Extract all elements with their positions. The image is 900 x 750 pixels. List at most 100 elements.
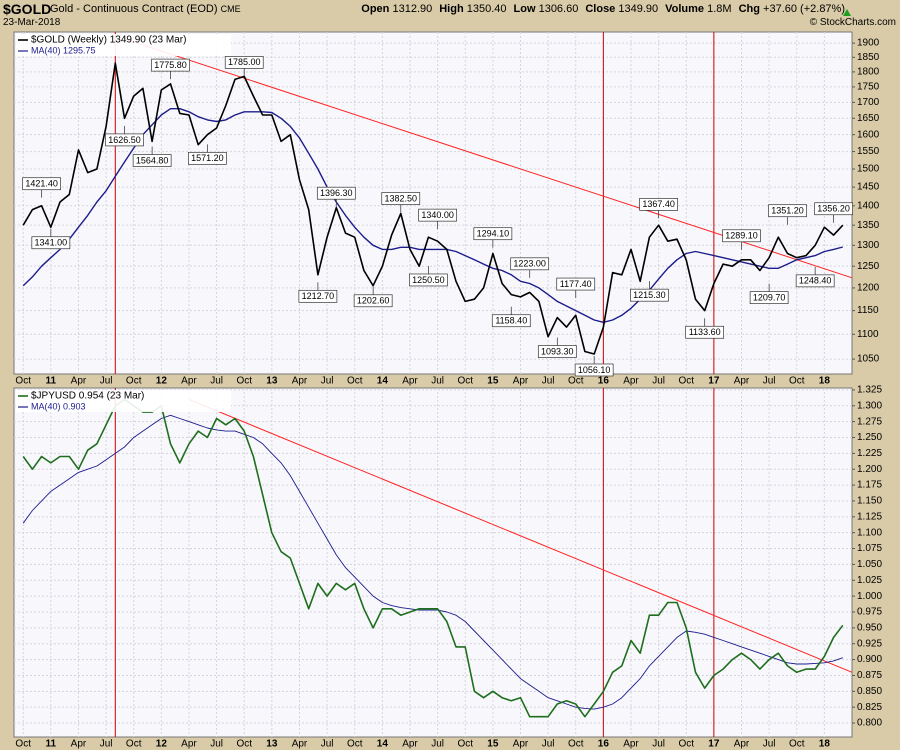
y-tick-label: 1800 (857, 67, 880, 78)
annotation-label: 1215.30 (633, 290, 666, 300)
annotation-box (188, 151, 227, 165)
y-tick-label: 1350 (857, 220, 880, 231)
x-tick-label: Apr (402, 376, 418, 387)
y-tick-label: 1.250 (857, 432, 882, 443)
legend-label: MA(40) 0.903 (31, 401, 86, 411)
x-tick-label: Oct (789, 739, 805, 750)
quote-label: High (439, 3, 464, 15)
annotation-label: 1571.20 (191, 153, 224, 163)
x-tick-label: Apr (513, 376, 529, 387)
x-tick-label: Oct (568, 739, 584, 750)
y-tick-label: 1.175 (857, 480, 882, 491)
x-tick-label: Oct (789, 376, 805, 387)
quote-field: Open 1312.90 (361, 3, 432, 15)
x-tick-label: Jul (431, 739, 444, 750)
annotation-label: 1421.40 (25, 179, 58, 189)
y-tick-label: 1.150 (857, 496, 882, 507)
y-tick-label: 1.300 (857, 400, 882, 411)
x-tick-label: Jul (431, 376, 444, 387)
y-tick-label: 0.950 (857, 622, 882, 633)
x-tick-label: Apr (513, 739, 529, 750)
trend-line (188, 398, 853, 673)
x-tick-label: Oct (347, 376, 363, 387)
y-tick-label: 1050 (857, 354, 880, 365)
x-tick-label: Oct (126, 376, 142, 387)
annotation-label: 1351.20 (771, 206, 804, 216)
x-tick-label: Apr (181, 376, 197, 387)
annotation-box (473, 227, 513, 241)
x-tick-label: Jul (652, 376, 665, 387)
x-tick-label: 12 (156, 739, 168, 750)
header: $GOLD Gold - Continuous Contract (EOD) C… (0, 0, 900, 30)
x-tick-label: Oct (678, 739, 694, 750)
x-tick-label: Jul (542, 376, 555, 387)
quote-field: Low 1306.60 (514, 3, 579, 15)
annotation-box (409, 273, 448, 287)
annotation-box (814, 202, 853, 216)
annotation-label: 1341.00 (35, 238, 68, 248)
symbol: $GOLD (3, 1, 52, 17)
annotation-label: 1564.80 (136, 155, 169, 165)
y-tick-label: 1850 (857, 52, 880, 63)
y-tick-label: 0.825 (857, 702, 882, 713)
annotation-label: 1626.50 (108, 135, 141, 145)
y-tick-label: 0.850 (857, 686, 882, 697)
annotation-label: 1209.70 (753, 293, 786, 303)
quote-field: High 1350.40 (439, 3, 506, 15)
x-tick-label: 15 (487, 739, 499, 750)
annotation-label: 1289.10 (725, 231, 758, 241)
x-tick-label: Oct (568, 376, 584, 387)
y-tick-label: 1100 (857, 329, 879, 340)
annotation-label: 1356.20 (817, 204, 850, 214)
y-tick-label: 1150 (857, 305, 879, 316)
annotation-label: 1133.60 (689, 327, 721, 337)
x-tick-label: 15 (487, 376, 499, 387)
x-tick-label: Oct (15, 739, 31, 750)
y-tick-label: 1.025 (857, 575, 882, 586)
instrument-name: Gold - Continuous Contract (EOD) (50, 3, 218, 15)
annotation-box (510, 257, 550, 271)
quote-field: Close 1349.90 (585, 3, 658, 15)
annotation-box (685, 325, 725, 339)
x-tick-label: Apr (734, 739, 750, 750)
y-tick-label: 0.975 (857, 607, 882, 618)
y-tick-label: 1600 (857, 129, 880, 140)
y-tick-label: 1.050 (857, 559, 882, 570)
x-tick-label: 14 (377, 739, 389, 750)
legend-box (16, 390, 231, 412)
annotation-label: 1093.30 (541, 346, 574, 356)
annotation-box (22, 177, 61, 191)
x-tick-label: 16 (598, 739, 610, 750)
x-tick-label: Jul (321, 739, 334, 750)
annotation-label: 1294.10 (477, 229, 510, 239)
y-tick-label: 1.125 (857, 511, 882, 522)
x-tick-label: Apr (292, 376, 308, 387)
quote-value: 1312.90 (392, 3, 433, 15)
annotation-label: 1223.00 (513, 259, 546, 269)
y-tick-label: 1.100 (857, 527, 882, 538)
y-tick-label: 1.275 (857, 416, 882, 427)
y-tick-label: 1.000 (857, 591, 882, 602)
y-tick-label: 1500 (857, 164, 880, 175)
annotation-box (722, 229, 761, 243)
x-tick-label: Apr (402, 739, 418, 750)
y-tick-label: 1300 (857, 240, 880, 251)
annotation-label: 1212.70 (302, 291, 335, 301)
annotation-box (639, 198, 678, 211)
annotation-label: 1248.40 (799, 276, 832, 286)
annotation-label: 1775.80 (154, 60, 187, 70)
exchange: CME (220, 4, 241, 14)
x-tick-label: Oct (236, 376, 252, 387)
annotation-box (574, 363, 614, 377)
y-tick-label: 1700 (857, 97, 880, 108)
legend-label: $GOLD (Weekly) 1349.90 (23 Mar) (31, 35, 186, 46)
annotation-box (768, 204, 807, 218)
x-tick-label: 13 (266, 376, 278, 387)
x-tick-label: 18 (819, 739, 831, 750)
y-tick-label: 0.875 (857, 670, 882, 681)
x-tick-label: Oct (457, 739, 473, 750)
annotation-box (418, 208, 457, 222)
y-tick-label: 1.325 (857, 385, 882, 396)
x-tick-label: Apr (734, 376, 750, 387)
